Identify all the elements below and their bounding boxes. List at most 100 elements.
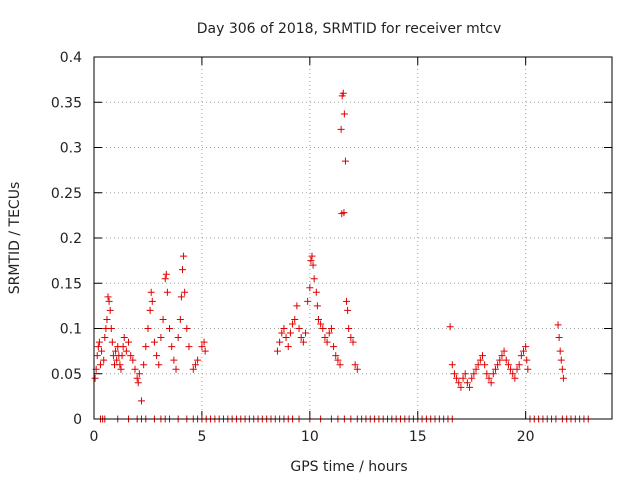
data-point [107, 325, 115, 332]
data-point [142, 343, 150, 351]
data-point [174, 334, 182, 342]
data-point [185, 343, 193, 351]
data-point [513, 365, 521, 373]
data-point [177, 293, 185, 301]
data-point [105, 297, 113, 305]
data-point [166, 325, 174, 332]
data-point [524, 365, 532, 373]
data-point [95, 338, 103, 346]
data-point [302, 329, 310, 337]
y-tick-label: 0.15 [51, 276, 82, 292]
data-point [517, 352, 525, 360]
y-axis-label: SRMTID / TECUs [7, 182, 23, 295]
data-point [146, 306, 154, 314]
data-point [496, 356, 504, 364]
data-point [559, 374, 567, 382]
data-point [189, 365, 197, 373]
data-point [180, 252, 188, 260]
data-point [125, 338, 133, 346]
data-point [170, 356, 178, 364]
data-point [470, 370, 478, 378]
data-point [133, 374, 141, 382]
x-tick-label: 10 [301, 429, 319, 445]
data-point [448, 361, 456, 369]
data-point [282, 334, 290, 342]
data-point [113, 356, 121, 364]
data-point [172, 365, 180, 373]
data-point [554, 321, 562, 329]
data-point [353, 365, 361, 373]
plot-frame [93, 56, 613, 420]
x-tick-label: 15 [409, 429, 427, 445]
data-point [522, 343, 530, 351]
data-point [280, 325, 288, 332]
data-point [330, 343, 338, 351]
data-point [100, 356, 108, 364]
data-point [306, 284, 314, 292]
data-point [511, 374, 519, 382]
data-point [515, 361, 523, 369]
data-point [120, 334, 128, 342]
data-point [314, 315, 322, 323]
data-point [297, 334, 305, 342]
data-point [489, 370, 497, 378]
data-point [91, 374, 99, 382]
data-point [502, 356, 510, 364]
data-point [155, 361, 163, 369]
data-point [453, 374, 461, 382]
data-point [276, 338, 284, 346]
data-point [131, 365, 139, 373]
data-point [485, 374, 493, 382]
data-point [446, 323, 454, 331]
data-point [487, 379, 495, 387]
data-point [313, 302, 321, 310]
x-tick-label: 5 [197, 429, 206, 445]
y-tick-label: 0.4 [60, 50, 82, 66]
data-point [98, 347, 106, 355]
data-point [345, 325, 353, 332]
data-point [299, 338, 307, 346]
data-point [344, 306, 352, 314]
data-point [161, 275, 169, 283]
data-point [336, 361, 344, 369]
data-points [91, 89, 592, 423]
data-point [507, 365, 515, 373]
data-point [468, 374, 476, 382]
data-point [309, 261, 317, 269]
data-point [520, 347, 528, 355]
y-tick-label: 0.2 [60, 231, 82, 247]
data-point [129, 356, 137, 364]
data-point [108, 338, 116, 346]
data-point [181, 288, 189, 296]
data-point [556, 347, 564, 355]
data-point [334, 356, 342, 364]
data-point [558, 365, 566, 373]
data-point [101, 334, 109, 342]
data-point [278, 329, 286, 337]
data-point [483, 370, 491, 378]
data-point [340, 209, 348, 217]
data-point [191, 361, 199, 369]
data-point [466, 383, 474, 391]
data-point [523, 356, 531, 364]
data-point [200, 338, 208, 346]
data-point [117, 365, 125, 373]
chart-title: Day 306 of 2018, SRMTID for receiver mtc… [197, 21, 502, 37]
data-point [134, 379, 142, 387]
data-point [339, 89, 347, 97]
data-point [168, 343, 176, 351]
data-point [494, 361, 502, 369]
data-point [104, 293, 112, 301]
data-point [343, 297, 351, 305]
data-point [162, 270, 170, 278]
data-point [500, 347, 508, 355]
data-point [178, 266, 186, 274]
data-point [472, 365, 480, 373]
data-point [183, 325, 191, 332]
data-point [312, 288, 320, 296]
data-point [293, 302, 301, 310]
data-point [159, 315, 167, 323]
data-point [295, 325, 303, 332]
y-tick-label: 0 [73, 412, 82, 428]
